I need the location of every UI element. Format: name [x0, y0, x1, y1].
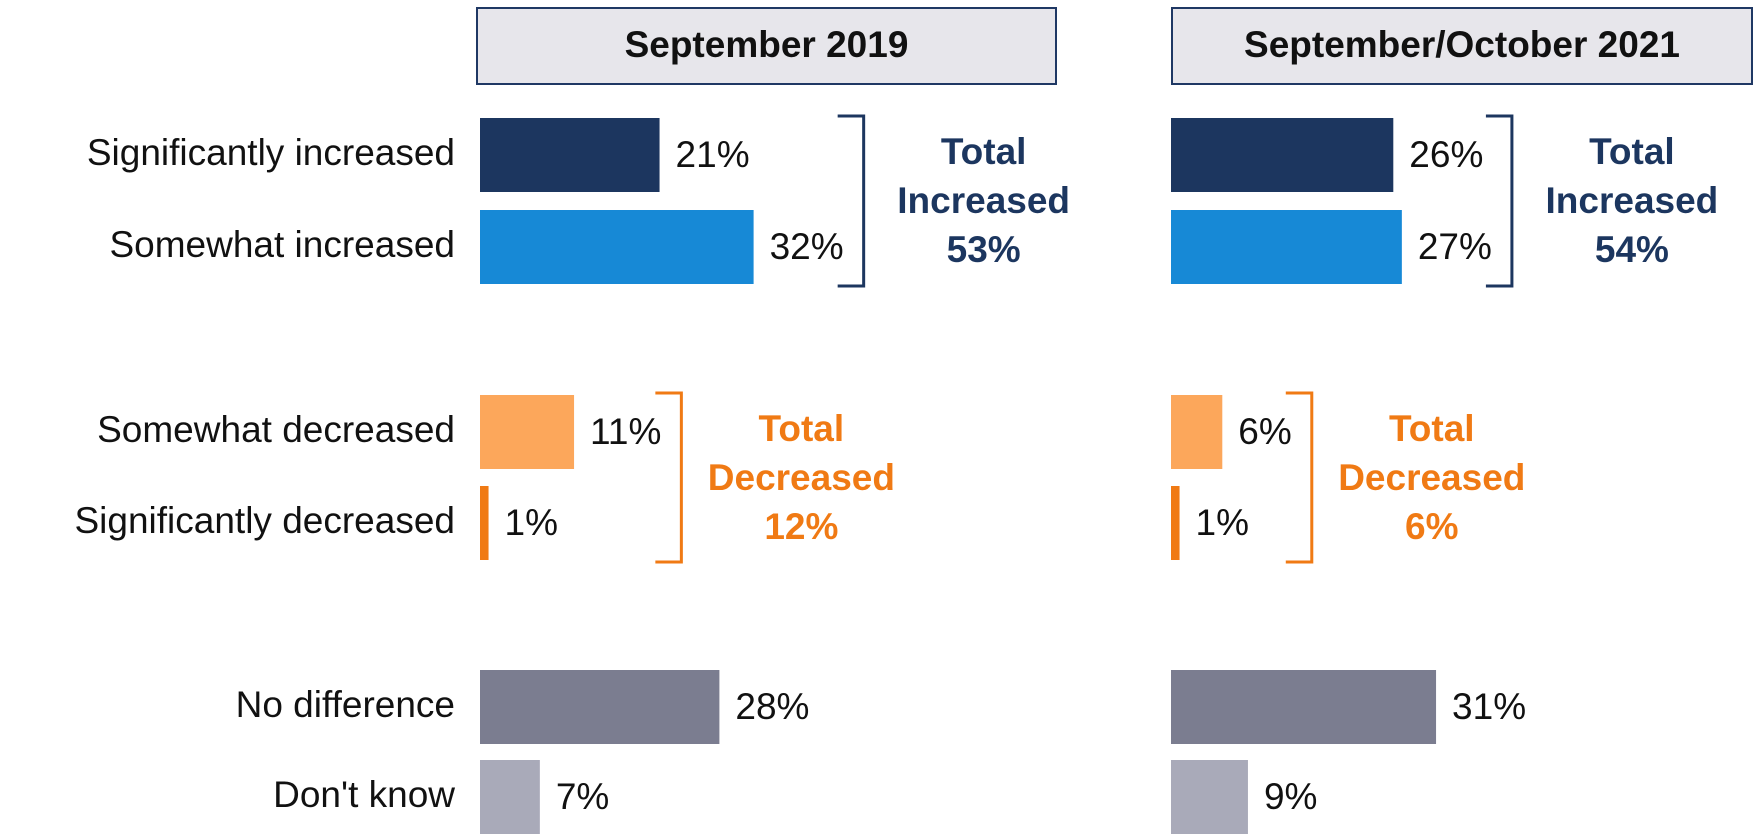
category-label: Don't know [273, 774, 455, 815]
value-label: 28% [735, 686, 809, 727]
bracket [1285, 391, 1314, 564]
group-total: Total Decreased 12% [686, 404, 916, 551]
group-label: Total Increased [1545, 131, 1719, 221]
value-label: 1% [1196, 502, 1249, 543]
group-label: Total Increased [897, 131, 1071, 221]
category-label: Significantly increased [87, 132, 455, 173]
bracket [837, 114, 866, 288]
category-label: Somewhat decreased [97, 409, 455, 450]
category-label: Significantly decreased [75, 500, 456, 541]
value-label: 21% [676, 134, 750, 175]
bar [1171, 760, 1248, 834]
panel-header [1171, 7, 1753, 85]
group-total: Total Decreased 6% [1317, 404, 1547, 551]
value-label: 7% [556, 776, 609, 817]
bar [480, 670, 720, 744]
bar [1171, 486, 1180, 560]
bar [1171, 210, 1402, 284]
value-label: 31% [1452, 686, 1526, 727]
panel-title: September 2019 [625, 24, 909, 65]
bar [480, 395, 575, 469]
group-value: 53% [946, 229, 1021, 270]
value-label: 27% [1418, 226, 1492, 267]
bar [1171, 670, 1437, 744]
value-label: 6% [1238, 411, 1291, 452]
bar [480, 760, 540, 834]
panel-title: September/October 2021 [1244, 24, 1680, 65]
group-total: Total Increased 54% [1517, 127, 1747, 274]
bar [480, 486, 489, 560]
value-label: 26% [1409, 134, 1483, 175]
bar [480, 210, 754, 284]
group-value: 6% [1405, 505, 1459, 547]
group-label: Total Decreased [707, 407, 895, 498]
value-label: 32% [770, 226, 844, 267]
value-label: 11% [590, 411, 661, 452]
group-label: Total Decreased [1338, 407, 1526, 498]
group-total: Total Increased 53% [869, 127, 1099, 274]
bar [1171, 118, 1394, 192]
bracket [655, 391, 683, 564]
panel-header [476, 7, 1057, 85]
group-value: 12% [764, 505, 839, 547]
value-label: 1% [505, 502, 558, 543]
bracket [1485, 114, 1514, 288]
value-label: 9% [1264, 776, 1317, 817]
category-label: Somewhat increased [109, 224, 455, 265]
group-value: 54% [1594, 229, 1669, 270]
bar [480, 118, 660, 192]
bar [1171, 395, 1223, 469]
category-label: No difference [236, 684, 455, 725]
